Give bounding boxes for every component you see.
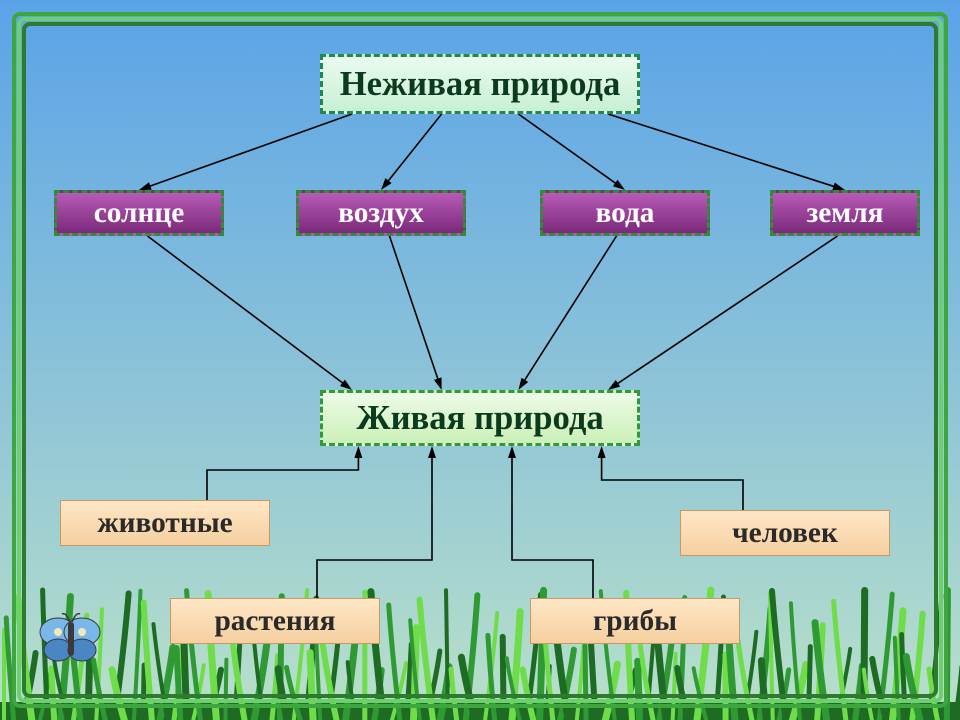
node-living-nature: Живая природа xyxy=(320,390,640,446)
node-label: животные xyxy=(97,507,232,540)
node-label: воздух xyxy=(338,197,424,230)
node-water: вода xyxy=(540,190,710,236)
node-label: грибы xyxy=(593,605,677,638)
node-label: Неживая природа xyxy=(340,65,621,104)
node-fungi: грибы xyxy=(530,598,740,644)
node-label: солнце xyxy=(94,197,185,230)
node-label: вода xyxy=(596,197,655,230)
node-inanimate-nature: Неживая природа xyxy=(320,54,640,114)
node-air: воздух xyxy=(296,190,466,236)
node-label: земля xyxy=(806,197,883,230)
node-earth: земля xyxy=(770,190,920,236)
node-human: человек xyxy=(680,510,890,556)
node-label: растения xyxy=(214,605,335,638)
butterfly-icon xyxy=(36,610,106,670)
node-sun: солнце xyxy=(54,190,224,236)
diagram-stage: Неживая природа солнце воздух вода земля… xyxy=(0,0,960,720)
node-plants: растения xyxy=(170,598,380,644)
node-label: человек xyxy=(732,517,838,550)
node-label: Живая природа xyxy=(356,399,603,438)
grass-decoration xyxy=(0,580,960,720)
node-animals: животные xyxy=(60,500,270,546)
